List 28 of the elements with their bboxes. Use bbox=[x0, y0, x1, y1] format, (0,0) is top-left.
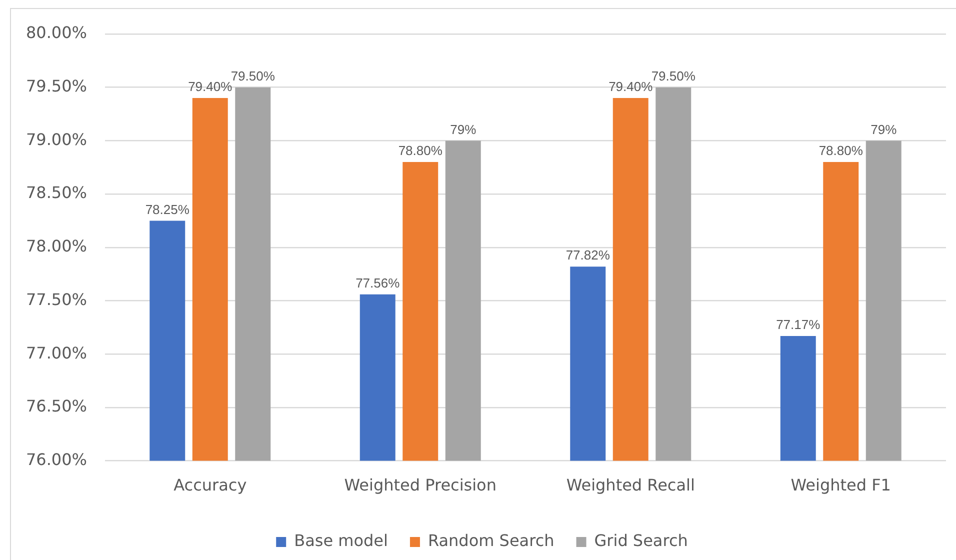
data-label: 78.25% bbox=[145, 202, 190, 217]
y-tick-label: 76.00% bbox=[26, 450, 87, 469]
y-tick-label: 76.50% bbox=[26, 396, 87, 416]
legend-label: Random Search bbox=[428, 531, 554, 550]
y-tick-label: 78.00% bbox=[26, 236, 87, 256]
data-label: 79% bbox=[870, 122, 898, 137]
data-label: 79.50% bbox=[651, 68, 696, 84]
data-label: 78.80% bbox=[398, 143, 443, 158]
y-tick-label: 77.00% bbox=[26, 343, 87, 362]
y-tick-label: 79.00% bbox=[26, 130, 87, 149]
x-tick-label: Weighted Recall bbox=[566, 476, 695, 495]
y-tick-label: 77.50% bbox=[26, 290, 87, 309]
data-label: 77.56% bbox=[356, 275, 400, 290]
y-tick-label: 80.00% bbox=[26, 23, 87, 42]
legend-label: Grid Search bbox=[594, 531, 688, 550]
data-label: 77.82% bbox=[566, 248, 610, 263]
x-tick-label: Weighted F1 bbox=[790, 476, 891, 495]
y-tick-label: 78.50% bbox=[26, 183, 87, 202]
data-label: 79% bbox=[450, 122, 477, 137]
data-label: 77.17% bbox=[776, 317, 821, 332]
x-tick-label: Weighted Precision bbox=[344, 476, 496, 495]
data-label: 78.80% bbox=[818, 143, 864, 158]
data-label: 79.50% bbox=[230, 68, 276, 84]
x-tick-label: Accuracy bbox=[174, 476, 247, 495]
data-label: 79.40% bbox=[188, 79, 233, 94]
y-tick-label: 79.50% bbox=[26, 76, 87, 96]
legend-label: Base model bbox=[294, 531, 388, 550]
data-label: 79.40% bbox=[608, 79, 654, 94]
